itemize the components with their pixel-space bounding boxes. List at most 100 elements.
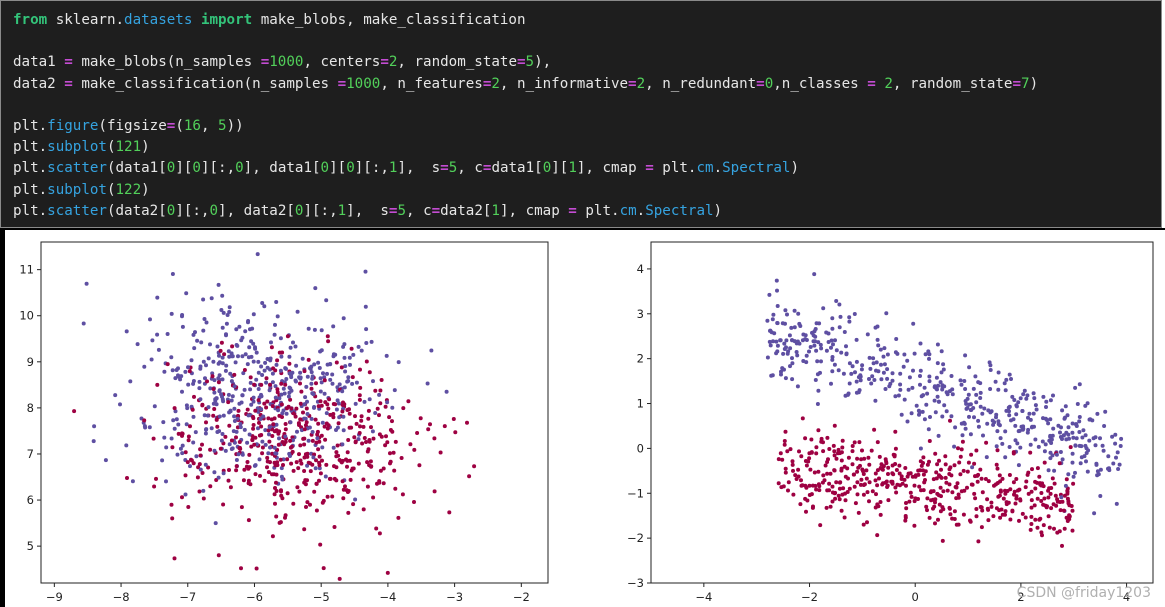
- scatter-point-class-1: [807, 349, 811, 354]
- scatter-point-class-1: [803, 333, 808, 338]
- scatter-point-class-1: [922, 417, 927, 422]
- scatter-point-class-1: [962, 379, 967, 383]
- scatter-point-class-0: [1046, 495, 1051, 500]
- scatter-point-class-1: [169, 311, 174, 316]
- scatter-point-class-1: [1073, 470, 1077, 475]
- scatter-point-class-1: [838, 314, 843, 319]
- code-token: Spectral: [722, 160, 791, 177]
- scatter-point-class-1: [343, 369, 348, 374]
- scatter-point-class-0: [1000, 476, 1005, 481]
- scatter-point-class-0: [308, 502, 312, 507]
- scatter-point-class-1: [1003, 388, 1008, 393]
- scatter-point-class-0: [927, 439, 932, 443]
- scatter-point-class-1: [914, 403, 919, 408]
- scatter-point-class-0: [934, 476, 939, 481]
- scatter-point-class-1: [208, 386, 213, 391]
- scatter-point-class-0: [381, 466, 386, 471]
- scatter-point-class-1: [183, 369, 188, 374]
- scatter-point-class-0: [881, 464, 886, 469]
- scatter-point-class-1: [319, 328, 324, 333]
- scatter-point-class-0: [327, 397, 332, 402]
- scatter-point-class-1: [219, 392, 224, 397]
- scatter-point-class-0: [908, 490, 913, 495]
- scatter-point-class-0: [269, 345, 274, 350]
- scatter-point-class-0: [834, 480, 839, 485]
- scatter-point-class-0: [1032, 503, 1037, 508]
- scatter-point-class-0: [952, 509, 957, 514]
- scatter-point-class-0: [1053, 493, 1058, 498]
- scatter-point-class-1: [319, 380, 324, 385]
- scatter-point-class-0: [277, 413, 282, 418]
- scatter-point-class-1: [917, 410, 922, 415]
- scatter-point-class-0: [992, 483, 996, 488]
- scatter-point-class-1: [833, 338, 837, 343]
- scatter-point-class-0: [341, 496, 346, 501]
- scatter-point-class-1: [927, 374, 932, 379]
- scatter-point-class-1: [267, 388, 272, 393]
- scatter-point-class-0: [941, 489, 946, 494]
- scatter-point-class-1: [204, 363, 208, 368]
- scatter-point-class-1: [910, 385, 915, 390]
- code-cell[interactable]: from sklearn.datasets import make_blobs,…: [0, 0, 1162, 228]
- scatter-point-class-0: [966, 460, 971, 465]
- scatter-point-class-0: [1070, 508, 1075, 513]
- scatter-point-class-1: [824, 348, 829, 353]
- scatter-point-class-1: [775, 304, 780, 308]
- scatter-point-class-1: [223, 368, 228, 373]
- scatter-point-class-0: [1035, 466, 1040, 471]
- scatter-point-class-1: [238, 422, 243, 426]
- scatter-point-class-1: [768, 328, 773, 333]
- scatter-point-class-1: [342, 385, 347, 390]
- scatter-point-class-1: [996, 387, 1001, 392]
- scatter-point-class-0: [855, 469, 860, 474]
- scatter-point-class-0: [271, 422, 276, 427]
- scatter-point-class-0: [366, 416, 371, 421]
- scatter-point-class-0: [805, 498, 810, 503]
- scatter-point-class-1: [888, 381, 893, 386]
- scatter-point-class-1: [950, 392, 955, 397]
- scatter-point-class-1: [976, 418, 981, 423]
- scatter-point-class-1: [373, 411, 378, 415]
- scatter-point-class-1: [324, 298, 329, 303]
- scatter-point-class-1: [287, 451, 292, 456]
- code-token: ),: [534, 54, 552, 71]
- code-token: ][:,: [175, 202, 210, 219]
- scatter-point-class-1: [765, 318, 770, 323]
- code-token: Spectral: [645, 202, 714, 219]
- scatter-point-class-1: [337, 382, 342, 387]
- scatter-point-class-0: [172, 556, 177, 561]
- scatter-point-class-0: [322, 424, 327, 429]
- scatter-point-class-1: [812, 272, 817, 277]
- scatter-point-class-0: [326, 339, 331, 344]
- code-token: , centers: [303, 54, 381, 71]
- scatter-point-class-1: [875, 337, 880, 342]
- scatter-point-class-1: [901, 364, 906, 369]
- scatter-point-class-0: [216, 553, 221, 558]
- scatter-point-class-1: [1103, 409, 1108, 414]
- scatter-point-class-1: [204, 320, 209, 325]
- scatter-point-class-0: [959, 489, 964, 494]
- scatter-point-class-0: [271, 366, 276, 371]
- scatter-point-class-0: [821, 440, 825, 445]
- scatter-point-class-1: [191, 414, 196, 419]
- scatter-point-class-1: [295, 429, 299, 434]
- scatter-point-class-1: [312, 362, 317, 367]
- scatter-point-class-1: [829, 345, 833, 350]
- scatter-point-class-0: [314, 481, 319, 486]
- scatter-point-class-1: [273, 451, 278, 456]
- scatter-point-class-1: [988, 368, 993, 372]
- code-editor[interactable]: from sklearn.datasets import make_blobs,…: [1, 1, 1161, 222]
- scatter-point-class-0: [360, 441, 365, 446]
- scatter-point-class-1: [935, 342, 940, 347]
- scatter-point-class-0: [302, 527, 307, 532]
- scatter-point-class-0: [786, 488, 790, 493]
- scatter-point-class-0: [186, 434, 191, 439]
- scatter-point-class-1: [959, 382, 964, 387]
- scatter-point-class-0: [366, 408, 371, 413]
- scatter-point-class-0: [940, 505, 945, 510]
- scatter-point-class-1: [337, 415, 342, 420]
- scatter-point-class-0: [995, 466, 1000, 471]
- scatter-point-class-0: [948, 512, 953, 517]
- scatter-point-class-1: [312, 327, 317, 332]
- scatter-point-class-1: [795, 384, 800, 389]
